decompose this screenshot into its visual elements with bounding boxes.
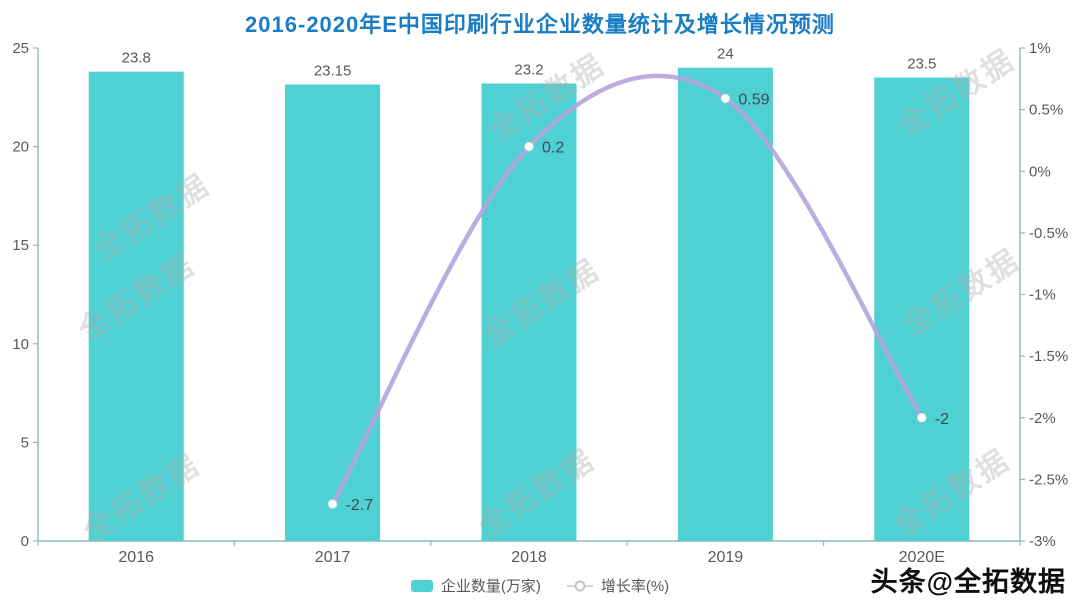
- chart-title: 2016-2020年E中国印刷行业企业数量统计及增长情况预测: [245, 12, 835, 37]
- bar-2018: [481, 83, 577, 541]
- bar-value-label: 23.2: [514, 61, 543, 78]
- x-axis-label: 2020E: [899, 549, 945, 566]
- x-axis-label: 2019: [708, 549, 744, 566]
- bar-2020E: [874, 77, 970, 541]
- left-axis-tick-label: 15: [12, 237, 29, 254]
- left-axis-tick-label: 10: [12, 336, 29, 353]
- right-axis-tick-label: 0%: [1029, 163, 1051, 180]
- left-axis-tick-label: 25: [12, 40, 29, 57]
- watermark-credit: 头条@全拓数据: [870, 567, 1066, 597]
- growth-point-label: -2: [935, 411, 949, 428]
- bar-2019: [677, 67, 773, 541]
- chart-legend: 企业数量(万家) 增长率(%): [0, 575, 1080, 596]
- right-axis-tick-label: -2.5%: [1029, 471, 1068, 488]
- bar-legend-swatch-icon: [410, 579, 433, 592]
- left-axis-tick-label: 0: [21, 533, 29, 550]
- bar-value-label: 24: [717, 46, 734, 63]
- left-axis-tick-label: 5: [21, 434, 29, 451]
- growth-rate-line: [330, 73, 925, 507]
- bar-2017: [285, 84, 381, 542]
- legend-line-label: 增长率(%): [600, 578, 670, 595]
- bar-value-label: 23.15: [314, 62, 352, 79]
- right-axis-tick-label: -1.5%: [1029, 348, 1068, 365]
- growth-point-2020E: [917, 413, 927, 423]
- right-axis-tick-label: 1%: [1029, 40, 1051, 57]
- growth-point-label: 0.2: [542, 140, 564, 157]
- x-axis-label: 2016: [118, 549, 154, 566]
- bar-value-label: 23.8: [122, 50, 151, 67]
- growth-point-label: -2.7: [346, 497, 374, 514]
- growth-point-2018: [524, 141, 534, 152]
- legend-item-bar-series: 企业数量(万家): [410, 575, 541, 596]
- x-axis-label: 2018: [511, 549, 547, 566]
- right-axis-tick-label: -3%: [1029, 533, 1056, 550]
- bar-value-label: 23.5: [907, 56, 936, 73]
- right-axis-tick-label: -2%: [1029, 410, 1056, 427]
- x-axis-label: 2017: [315, 549, 351, 566]
- legend-bar-label: 企业数量(万家): [440, 578, 541, 595]
- left-axis-tick-label: 20: [12, 139, 29, 156]
- growth-point-label: 0.59: [738, 92, 769, 109]
- right-axis-tick-label: -0.5%: [1029, 225, 1068, 242]
- bar-2016: [88, 71, 184, 541]
- growth-point-2019: [720, 93, 731, 104]
- right-axis-tick-label: 0.5%: [1029, 102, 1063, 119]
- line-legend-marker-icon: [566, 580, 593, 591]
- growth-point-2017: [327, 499, 338, 509]
- legend-item-line-series: 增长率(%): [566, 575, 670, 596]
- right-axis-tick-label: -1%: [1029, 287, 1056, 304]
